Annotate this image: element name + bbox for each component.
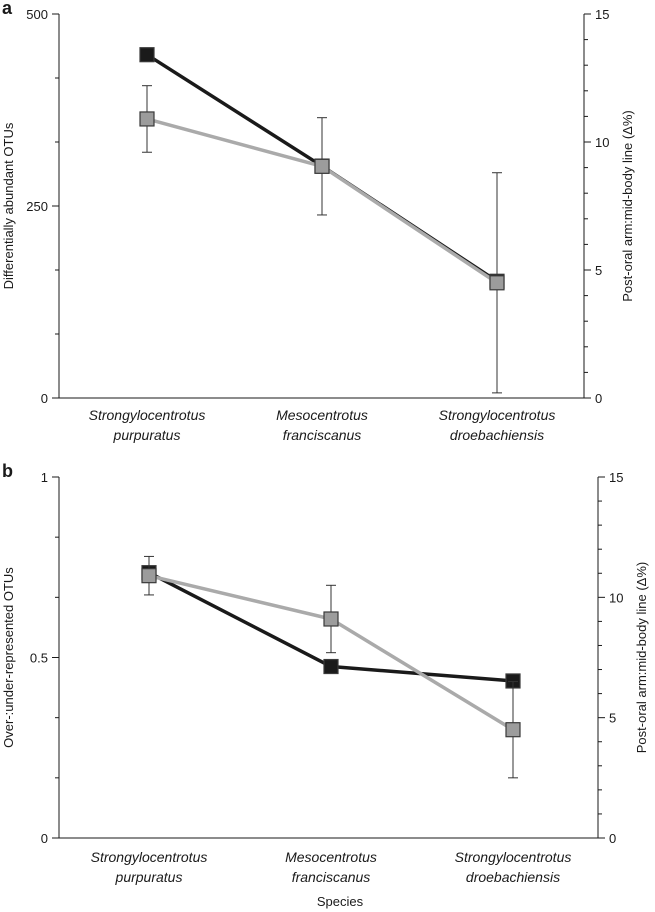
right-tick-label: 10 — [595, 135, 609, 150]
right-tick-label: 0 — [595, 391, 602, 406]
data-point-marker — [314, 158, 330, 174]
data-point-marker — [139, 47, 155, 63]
right-tick-label: 10 — [609, 590, 623, 605]
left-tick-label: 0 — [41, 391, 48, 406]
x-axis-title: Species — [317, 894, 364, 909]
left-tick-label: 250 — [26, 199, 48, 214]
right-tick-label: 5 — [609, 711, 616, 726]
panel-letter: a — [2, 0, 13, 18]
right-tick-label: 15 — [595, 7, 609, 22]
left-tick-label: 0 — [41, 831, 48, 846]
right-tick-label: 5 — [595, 263, 602, 278]
data-point-marker — [141, 568, 157, 584]
panel-a: a 0 250 500 0 5 10 15 Differentially abundant O… — [1, 0, 635, 443]
right-axis-title: Post-oral arm:mid-body line (Δ%) — [620, 110, 635, 301]
right-tick-label: 15 — [609, 470, 623, 485]
data-point-marker — [323, 658, 339, 675]
category-label: Strongylocentrotus droebachiensis — [455, 849, 572, 885]
left-axis-title: Over-:under-represented OTUs — [1, 567, 16, 748]
left-tick-label: 1 — [41, 470, 48, 485]
left-tick-label: 0.5 — [30, 651, 48, 666]
data-point-marker — [139, 111, 155, 127]
category-label: Strongylocentrotus purpuratus — [89, 407, 206, 443]
left-tick-label: 500 — [26, 7, 48, 22]
right-tick-label: 0 — [609, 831, 616, 846]
right-axis-title: Post-oral arm:mid-body line (Δ%) — [634, 562, 649, 753]
panel-letter: b — [2, 461, 13, 481]
data-point-marker — [489, 275, 505, 291]
category-label: Strongylocentrotus purpuratus — [91, 849, 208, 885]
category-label: Mesocentrotus franciscanus — [276, 407, 368, 443]
data-point-marker — [323, 611, 339, 627]
left-axis-title: Differentially abundant OTUs — [1, 122, 16, 289]
data-point-marker — [505, 722, 521, 738]
category-label: Strongylocentrotus droebachiensis — [439, 407, 556, 443]
category-label: Mesocentrotus franciscanus — [285, 849, 377, 885]
